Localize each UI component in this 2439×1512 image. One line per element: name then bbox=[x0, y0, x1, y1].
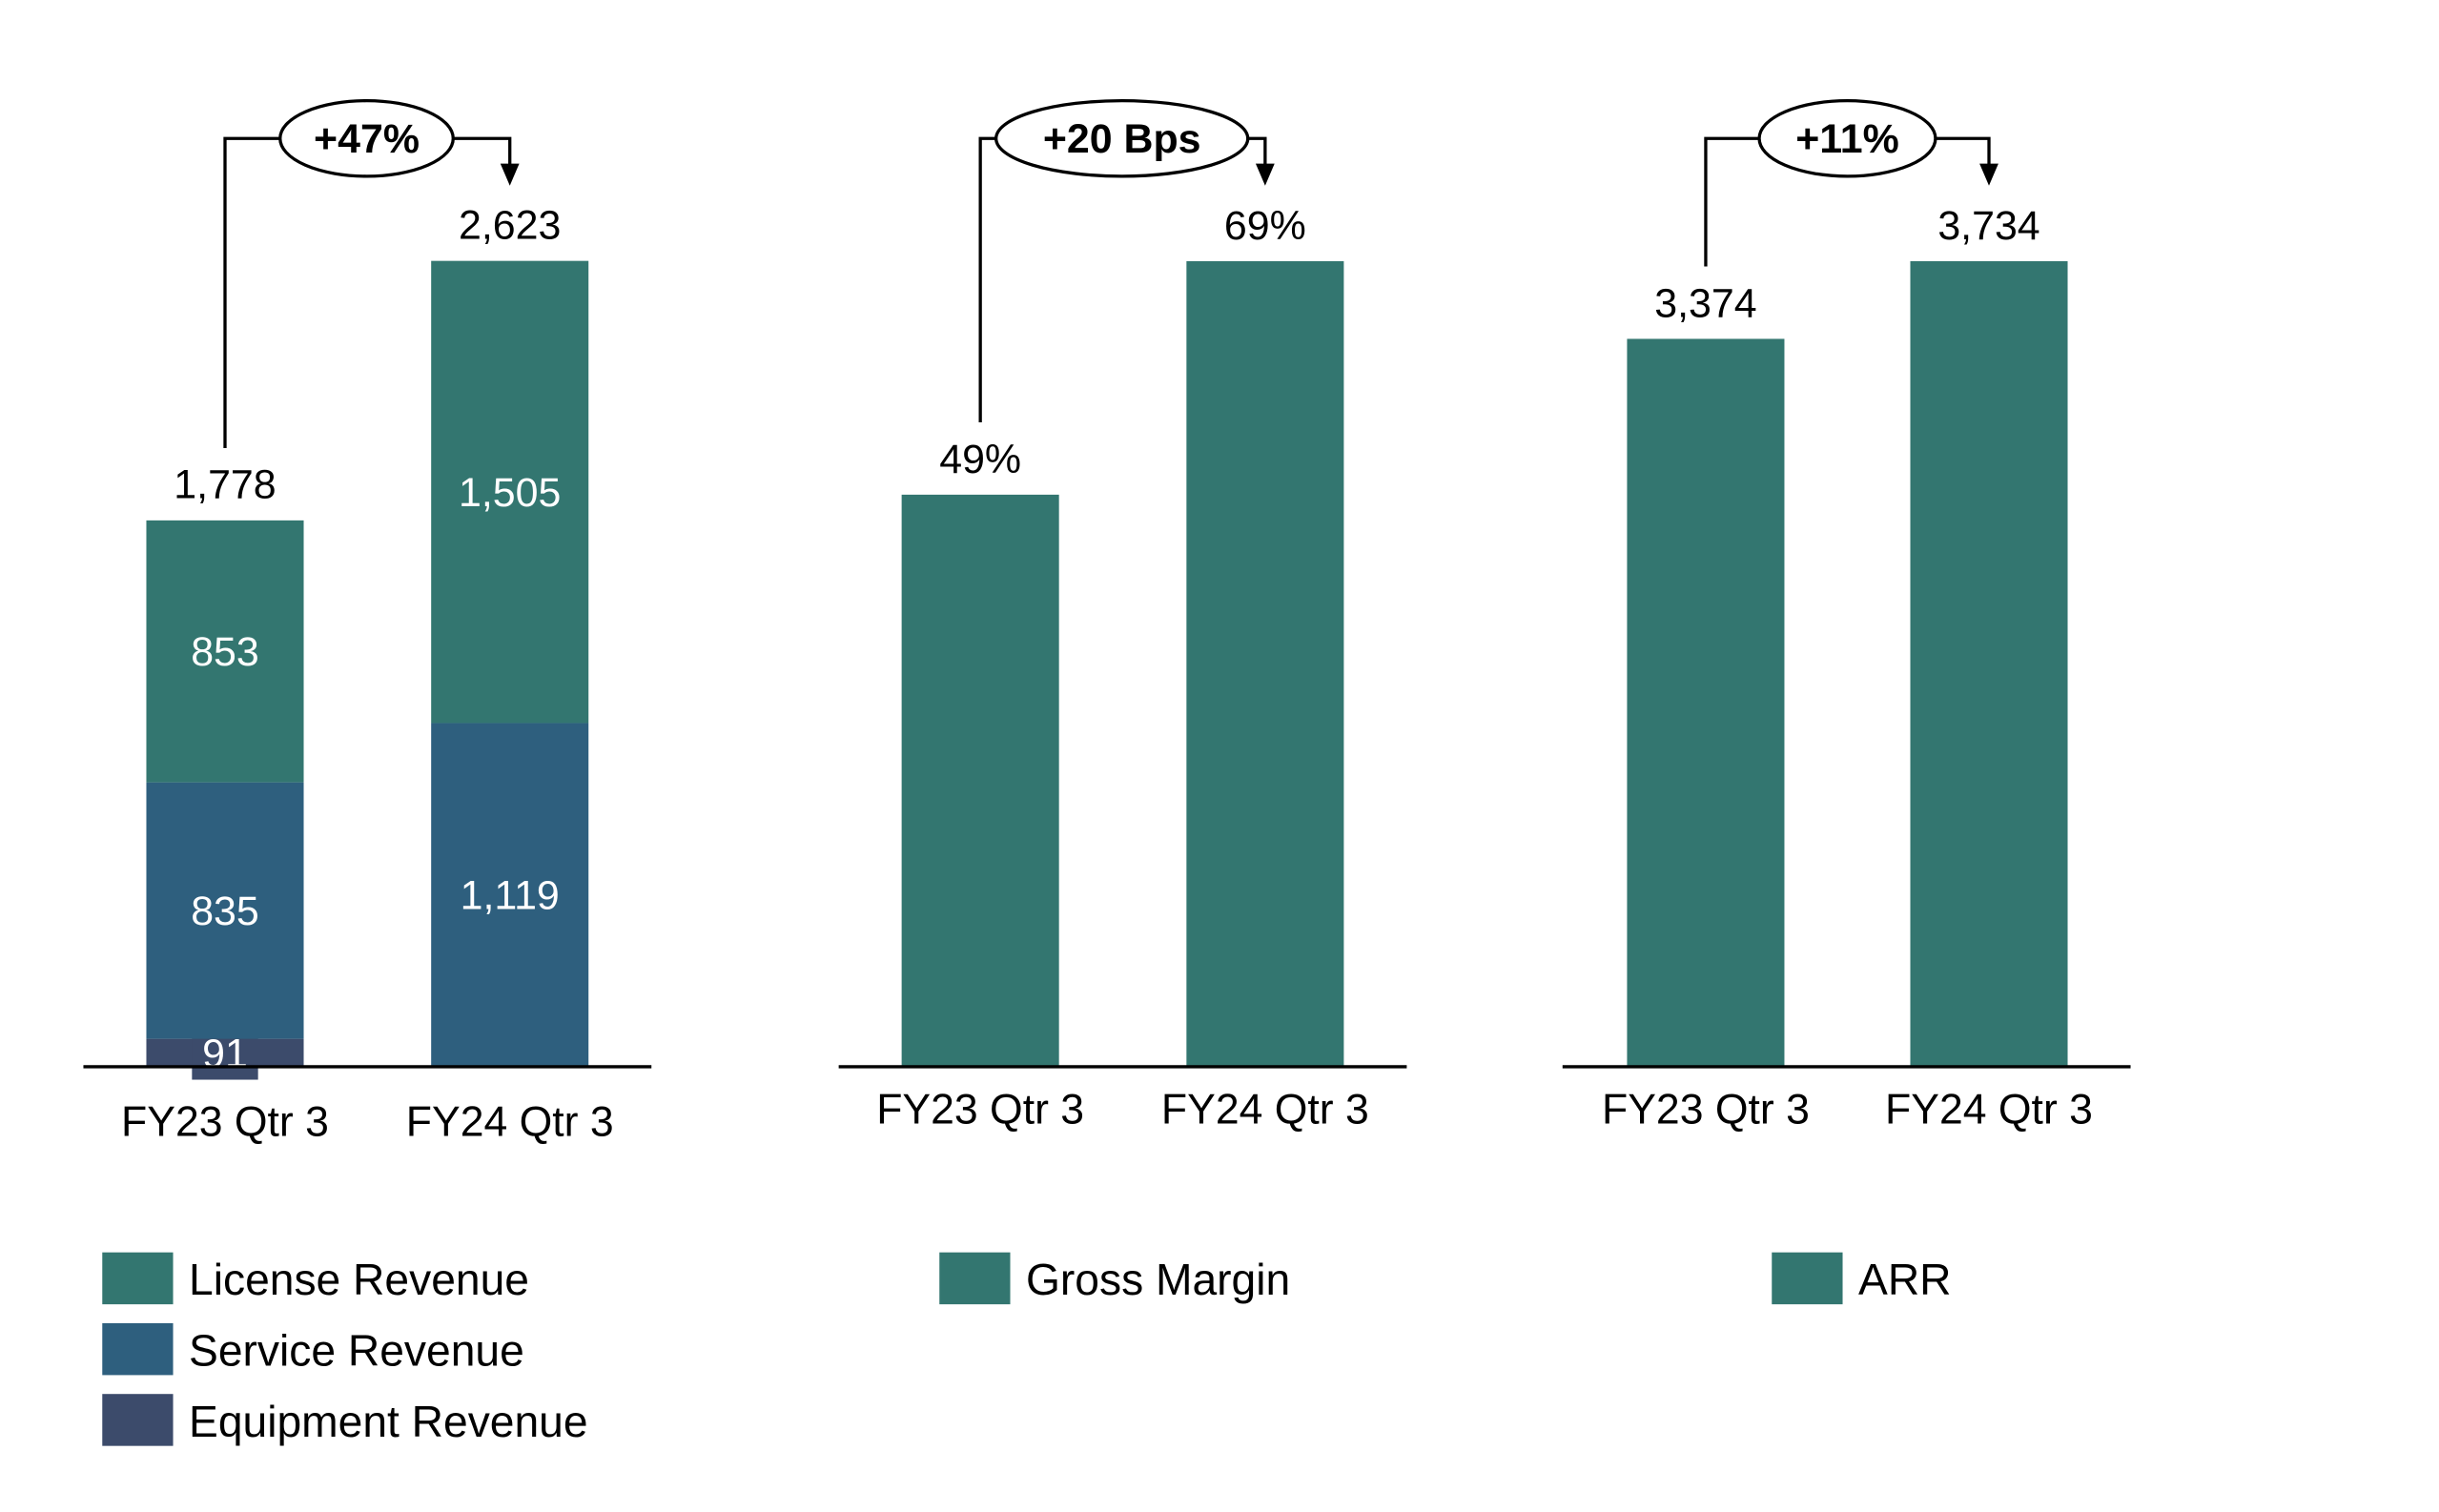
growth-annotation: +20 Bps bbox=[1043, 116, 1201, 162]
total-label: 1,778 bbox=[174, 462, 276, 508]
legend-swatch bbox=[102, 1322, 174, 1376]
bracket-line-right bbox=[1247, 136, 1267, 167]
data-label: 3,374 bbox=[1654, 280, 1756, 326]
bar bbox=[901, 494, 1059, 1067]
bracket-line-left bbox=[1704, 136, 1760, 267]
legend-swatch bbox=[1772, 1252, 1843, 1305]
bar-segment-license-revenue bbox=[431, 260, 589, 724]
x-tick-label: FY24 Qtr 3 bbox=[1161, 1086, 1369, 1133]
bar-segment-service-revenue bbox=[146, 782, 304, 1039]
growth-annotation-ellipse bbox=[994, 98, 1250, 178]
legend-swatch bbox=[102, 1394, 174, 1446]
legend-label: ARR bbox=[1858, 1255, 1952, 1304]
legend-label: Equipment Revenue bbox=[189, 1397, 588, 1446]
bar-segment-service-revenue bbox=[431, 723, 589, 1067]
legend-label: Gross Margin bbox=[1026, 1255, 1290, 1304]
bracket-line-left bbox=[978, 136, 996, 422]
bar bbox=[1627, 338, 1785, 1067]
bar bbox=[1186, 260, 1344, 1067]
x-tick-label: FY24 Qtr 3 bbox=[1885, 1086, 2093, 1133]
arrow-down-icon bbox=[1255, 163, 1275, 186]
data-label: 69% bbox=[1224, 203, 1306, 249]
arrow-down-icon bbox=[500, 163, 520, 186]
data-label: 49% bbox=[939, 437, 1021, 482]
legend-swatch bbox=[102, 1252, 174, 1305]
x-tick-label: FY23 Qtr 3 bbox=[1602, 1086, 1810, 1133]
bar bbox=[1910, 260, 2068, 1067]
data-label: 853 bbox=[191, 629, 259, 675]
bar-segment-license-revenue bbox=[146, 520, 304, 783]
arrow-down-icon bbox=[1979, 163, 1998, 186]
growth-annotation-ellipse bbox=[1757, 98, 1937, 178]
x-tick-label: FY24 Qtr 3 bbox=[406, 1099, 614, 1146]
total-label: 2,623 bbox=[459, 203, 561, 249]
growth-annotation: +47% bbox=[314, 116, 420, 162]
x-tick-label: FY23 Qtr 3 bbox=[876, 1086, 1084, 1133]
bracket-line-right bbox=[453, 136, 512, 167]
data-label: 1,119 bbox=[461, 873, 560, 919]
bracket-line-right bbox=[1935, 136, 1991, 167]
x-tick-label: FY23 Qtr 3 bbox=[121, 1099, 329, 1146]
legend-label: Service Revenue bbox=[189, 1326, 524, 1376]
data-label: 835 bbox=[191, 889, 259, 934]
data-label: 3,734 bbox=[1937, 203, 2039, 249]
bracket-line-left bbox=[223, 136, 280, 448]
legend-swatch bbox=[939, 1252, 1011, 1305]
growth-annotation: +11% bbox=[1795, 116, 1899, 162]
data-label: 1,505 bbox=[459, 470, 561, 516]
legend-label: License Revenue bbox=[189, 1255, 529, 1304]
growth-annotation-ellipse bbox=[278, 98, 455, 178]
